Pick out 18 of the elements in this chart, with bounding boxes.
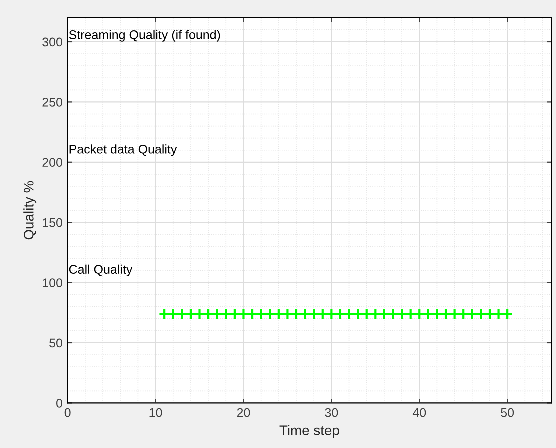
annotation: Packet data Quality	[70, 144, 178, 156]
x-tick-label: 50	[501, 408, 514, 418]
y-tick-label: 50	[50, 338, 62, 348]
x-tick-label: 20	[237, 408, 250, 418]
x-tick-label: 0	[64, 408, 71, 418]
x-tick-label: 10	[150, 408, 162, 418]
y-tick-label: 150	[43, 218, 62, 228]
x-tick-label: 30	[325, 408, 338, 418]
annotation: Call Quality	[69, 264, 133, 276]
y-tick-label: 0	[56, 399, 62, 408]
y-axis-title: Quality %	[24, 181, 37, 240]
annotation: Streaming Quality (if found)	[69, 30, 220, 42]
y-tick-label: 250	[42, 98, 62, 107]
x-tick-label: 40	[412, 408, 426, 418]
x-axis-title: Time step	[280, 425, 340, 438]
y-tick-label: 100	[43, 278, 62, 288]
y-tick-label: 200	[42, 158, 62, 168]
y-tick-label: 300	[42, 38, 62, 47]
